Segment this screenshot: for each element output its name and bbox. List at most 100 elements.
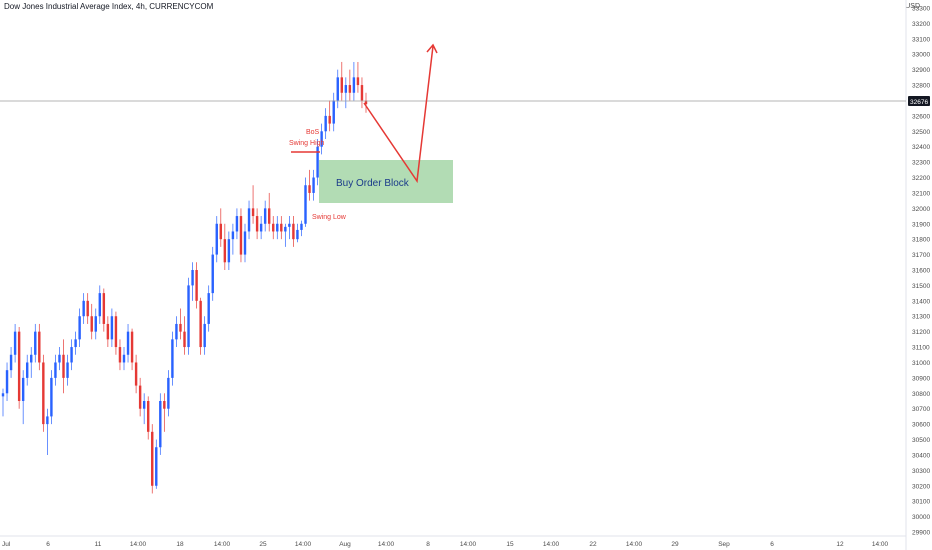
candle-body: [272, 223, 275, 232]
candle-body: [348, 85, 352, 93]
y-tick-label: 31600: [912, 268, 930, 275]
y-tick-label: 31800: [912, 237, 930, 244]
x-tick-label: 22: [589, 541, 597, 548]
candle-body: [364, 100, 368, 105]
current-price-tag: [908, 96, 930, 106]
candle-body: [207, 293, 210, 324]
candle-body: [50, 377, 53, 417]
y-tick-label: 30500: [912, 437, 930, 444]
candle-body: [304, 185, 307, 224]
candle-body: [118, 347, 122, 363]
y-tick-label: 31100: [912, 345, 930, 352]
x-tick-label: 14:00: [378, 541, 395, 548]
candle-body: [163, 401, 166, 409]
candle-body: [171, 339, 174, 378]
candle-body: [352, 77, 356, 93]
candle-body: [146, 401, 150, 432]
candle-body: [134, 362, 138, 386]
x-tick-label: 14:00: [130, 541, 147, 548]
candle-body: [316, 146, 319, 178]
candle-body: [356, 77, 360, 86]
candle-body: [58, 354, 61, 363]
y-tick-label: 32600: [912, 113, 930, 120]
candle-body: [243, 231, 247, 255]
candle-body: [54, 362, 57, 378]
candle-body: [98, 293, 102, 317]
candle-body: [267, 208, 271, 224]
candle-body: [42, 362, 45, 425]
candle-body: [199, 300, 202, 348]
candle-body: [90, 316, 93, 332]
candle-body: [280, 223, 283, 232]
x-tick-label: 14:00: [460, 541, 477, 548]
candle-body: [360, 85, 364, 101]
x-tick-label: 25: [259, 541, 267, 548]
candle-body: [340, 77, 344, 93]
y-tick-label: 32100: [912, 190, 930, 197]
y-axis-ticks: 3330033200331003300032900328003270032600…: [912, 6, 930, 537]
y-tick-label: 33300: [912, 6, 930, 13]
candle-body: [74, 339, 77, 348]
y-tick-label: 33000: [912, 52, 930, 59]
candle-body: [219, 223, 223, 240]
candle-body: [175, 323, 178, 340]
candle-body: [223, 239, 227, 263]
x-axis-ticks: Jul 6 11 14:00 18 14:00 25 14:00 Aug 14:00 8 14:00 1…: [2, 541, 889, 548]
projection-arrowhead: [426, 43, 438, 54]
y-tick-label: 31000: [912, 360, 930, 367]
y-tick-label: 30700: [912, 406, 930, 413]
bos-label: BoS: [306, 129, 320, 136]
x-tick-label: 14:00: [626, 541, 643, 548]
candle-body: [328, 115, 331, 124]
x-tick-label: Aug: [339, 541, 351, 548]
x-tick-label: 18: [176, 541, 184, 548]
candle-body: [235, 216, 239, 232]
y-tick-label: 30100: [912, 499, 930, 506]
candle-body: [151, 431, 154, 486]
y-tick-label: 30900: [912, 375, 930, 382]
y-tick-label: 31900: [912, 221, 930, 228]
candle-body: [284, 226, 287, 232]
y-tick-label: 31700: [912, 252, 930, 259]
candle-body: [142, 401, 146, 409]
candle-body: [159, 401, 162, 448]
order-block-zone: [319, 160, 453, 203]
candle-body: [296, 229, 299, 240]
candle-body: [183, 331, 186, 348]
y-tick-label: 31400: [912, 298, 930, 305]
candle-body: [227, 239, 231, 263]
candle-body: [138, 385, 142, 409]
candle-body: [215, 223, 218, 255]
candle-body: [179, 323, 182, 332]
candle-body: [320, 131, 323, 147]
x-tick-label: Jul: [2, 541, 11, 548]
candle-body: [130, 331, 134, 363]
candle-body: [276, 223, 279, 232]
y-tick-label: 32000: [912, 206, 930, 213]
y-tick-label: 33100: [912, 36, 930, 43]
candle-body: [312, 177, 315, 193]
candle-body: [231, 231, 235, 240]
candle-body: [247, 208, 251, 232]
candle-body: [106, 323, 110, 340]
y-tick-label: 30800: [912, 391, 930, 398]
y-tick-label: 32400: [912, 144, 930, 151]
y-tick-label: 32900: [912, 67, 930, 74]
chart-title: Dow Jones Industrial Average Index, 4h, …: [4, 2, 214, 11]
y-tick-label: 30200: [912, 483, 930, 490]
swing-low-label: Swing Low: [312, 214, 347, 221]
candle-body: [259, 223, 263, 232]
candle-body: [324, 115, 327, 132]
x-tick-label: 14:00: [214, 541, 231, 548]
candle-body: [82, 300, 85, 317]
y-tick-label: 32500: [912, 129, 930, 136]
candle-body: [263, 208, 267, 224]
x-tick-label: 14:00: [872, 541, 889, 548]
candles-group: [1, 61, 368, 494]
candle-body: [288, 223, 291, 227]
y-tick-label: 30300: [912, 468, 930, 475]
candle-body: [70, 347, 73, 363]
candle-body: [344, 85, 348, 93]
y-tick-label: 31300: [912, 314, 930, 321]
